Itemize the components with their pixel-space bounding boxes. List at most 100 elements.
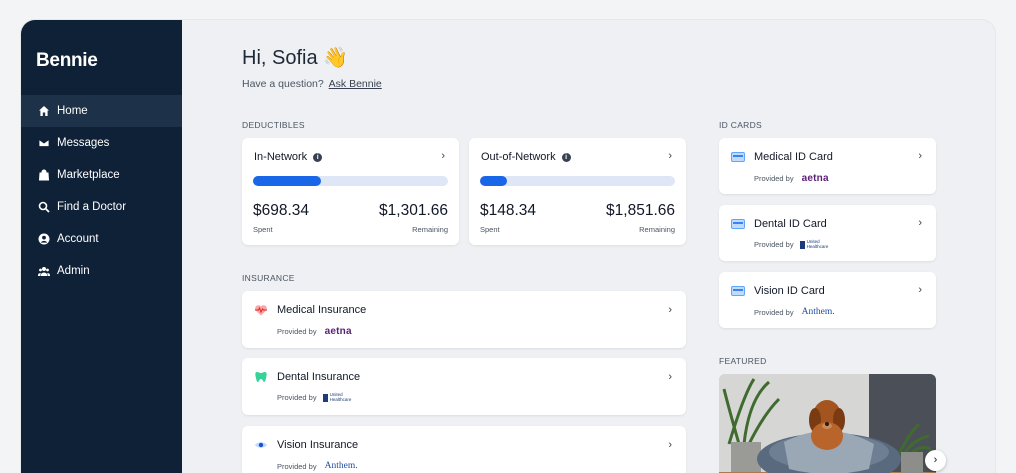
id-card-dental[interactable]: Dental ID Card › Provided by United Healt… bbox=[719, 205, 936, 261]
united-healthcare-logo-text: United Healthcare bbox=[806, 239, 829, 249]
insurance-label: INSURANCE bbox=[242, 273, 295, 283]
provided-by-label: Provided by bbox=[277, 393, 317, 402]
insurance-title: Dental Insurance bbox=[277, 371, 361, 383]
provider-line: Provided by United Healthcare bbox=[277, 392, 352, 402]
info-icon[interactable]: i bbox=[561, 152, 571, 162]
sidebar-item-account[interactable]: Account bbox=[21, 223, 182, 255]
insurance-card-dental[interactable]: Dental Insurance › Provided by United Hea… bbox=[242, 358, 686, 415]
sidebar-item-label: Messages bbox=[57, 137, 110, 149]
aetna-logo: aetna bbox=[324, 326, 352, 337]
insurance-card-vision[interactable]: Vision Insurance › Provided by Anthem. bbox=[242, 426, 686, 473]
page-title: Hi, Sofia 👋 bbox=[242, 45, 348, 70]
deductible-title-text: Out-of-Network bbox=[481, 151, 556, 163]
united-healthcare-logo: United Healthcare bbox=[322, 392, 352, 402]
united-healthcare-logo-text: United Healthcare bbox=[329, 392, 352, 402]
help-line: Have a question? Ask Bennie bbox=[242, 78, 382, 90]
chevron-right-icon: › bbox=[918, 284, 922, 296]
provided-by-label: Provided by bbox=[754, 174, 794, 183]
shopping-bag-icon bbox=[37, 169, 50, 182]
chevron-right-icon: › bbox=[668, 439, 672, 451]
chevron-right-icon: › bbox=[918, 150, 922, 162]
sidebar-item-admin[interactable]: Admin bbox=[21, 255, 182, 287]
chevron-right-icon: › bbox=[441, 150, 445, 162]
id-cards-label: ID CARDS bbox=[719, 120, 763, 130]
progress-track bbox=[480, 176, 675, 186]
provider-line: Provided by Anthem. bbox=[754, 307, 835, 317]
users-icon bbox=[37, 265, 50, 278]
sidebar-nav: Home Messages Marketplace Find a Doctor … bbox=[21, 95, 182, 287]
provider-line: Provided by United Healthcare bbox=[754, 239, 829, 249]
remaining-label: Remaining bbox=[639, 225, 675, 234]
progress-fill bbox=[480, 176, 508, 186]
insurance-card-medical[interactable]: Medical Insurance › Provided by aetna bbox=[242, 291, 686, 348]
featured-label: FEATURED bbox=[719, 356, 767, 366]
spent-label: Spent bbox=[480, 225, 500, 234]
id-card-title: Dental ID Card bbox=[754, 218, 827, 230]
chevron-right-icon: › bbox=[668, 150, 672, 162]
united-healthcare-logo: United Healthcare bbox=[799, 239, 829, 249]
greeting-text: Hi, Sofia bbox=[242, 47, 318, 69]
app-logo[interactable]: Bennie bbox=[36, 50, 98, 71]
sidebar-item-label: Account bbox=[57, 233, 99, 245]
chevron-right-icon: › bbox=[668, 304, 672, 316]
id-card-icon bbox=[731, 152, 745, 162]
anthem-logo: Anthem. bbox=[324, 461, 358, 471]
mail-icon bbox=[37, 137, 50, 150]
ask-bennie-link[interactable]: Ask Bennie bbox=[328, 78, 382, 90]
carousel-next-button[interactable]: › bbox=[925, 450, 946, 471]
info-icon[interactable]: i bbox=[313, 152, 323, 162]
provided-by-label: Provided by bbox=[754, 307, 794, 317]
id-card-vision[interactable]: Vision ID Card › Provided by Anthem. bbox=[719, 272, 936, 328]
provided-by-label: Provided by bbox=[277, 327, 317, 336]
deductibles-label: DEDUCTIBLES bbox=[242, 120, 305, 130]
progress-fill bbox=[253, 176, 322, 186]
spent-amount: $698.34 bbox=[253, 202, 310, 219]
deductible-title: Out-of-Network i bbox=[481, 151, 571, 163]
id-card-medical[interactable]: Medical ID Card › Provided by aetna bbox=[719, 138, 936, 194]
heartbeat-icon bbox=[255, 305, 267, 316]
anthem-logo: Anthem. bbox=[801, 307, 835, 317]
remaining-label: Remaining bbox=[412, 225, 448, 234]
spent-amount: $148.34 bbox=[480, 202, 537, 219]
deductible-card-out-of-network[interactable]: Out-of-Network i › $148.34 $1,851.66 Spen… bbox=[469, 138, 686, 245]
chevron-right-icon: › bbox=[918, 217, 922, 229]
insurance-title: Vision Insurance bbox=[277, 439, 359, 451]
id-card-title: Vision ID Card bbox=[754, 285, 825, 297]
id-card-icon bbox=[731, 286, 745, 296]
sidebar-item-label: Home bbox=[57, 105, 88, 117]
user-circle-icon bbox=[37, 233, 50, 246]
search-icon bbox=[37, 201, 50, 214]
insurance-title: Medical Insurance bbox=[277, 304, 367, 316]
dog-in-bed-image bbox=[719, 374, 936, 473]
home-icon bbox=[37, 105, 50, 118]
sidebar-item-home[interactable]: Home bbox=[21, 95, 182, 127]
sidebar-item-marketplace[interactable]: Marketplace bbox=[21, 159, 182, 191]
provider-line: Provided by aetna bbox=[277, 326, 352, 337]
aetna-logo: aetna bbox=[801, 173, 829, 184]
sidebar-item-find-a-doctor[interactable]: Find a Doctor bbox=[21, 191, 182, 223]
id-card-title: Medical ID Card bbox=[754, 151, 833, 163]
tooth-icon bbox=[255, 372, 267, 382]
chevron-right-icon: › bbox=[668, 371, 672, 383]
deductible-title-text: In-Network bbox=[254, 151, 308, 163]
help-question: Have a question? bbox=[242, 78, 324, 90]
spent-label: Spent bbox=[253, 225, 273, 234]
provided-by-label: Provided by bbox=[277, 461, 317, 471]
id-card-icon bbox=[731, 219, 745, 229]
featured-image[interactable] bbox=[719, 374, 936, 473]
progress-track bbox=[253, 176, 448, 186]
provider-line: Provided by Anthem. bbox=[277, 461, 358, 471]
remaining-amount: $1,851.66 bbox=[606, 202, 675, 219]
sidebar: Bennie Home Messages Marketplace Find a … bbox=[21, 20, 182, 473]
deductible-title: In-Network i bbox=[254, 151, 323, 163]
sidebar-item-label: Admin bbox=[57, 265, 90, 277]
deductible-card-in-network[interactable]: In-Network i › $698.34 $1,301.66 Spent Re… bbox=[242, 138, 459, 245]
sidebar-item-label: Find a Doctor bbox=[57, 201, 127, 213]
sidebar-item-messages[interactable]: Messages bbox=[21, 127, 182, 159]
eye-icon bbox=[255, 442, 267, 448]
provider-line: Provided by aetna bbox=[754, 173, 829, 184]
provided-by-label: Provided by bbox=[754, 240, 794, 249]
wave-icon: 👋 bbox=[323, 47, 349, 69]
remaining-amount: $1,301.66 bbox=[379, 202, 448, 219]
sidebar-item-label: Marketplace bbox=[57, 169, 120, 181]
